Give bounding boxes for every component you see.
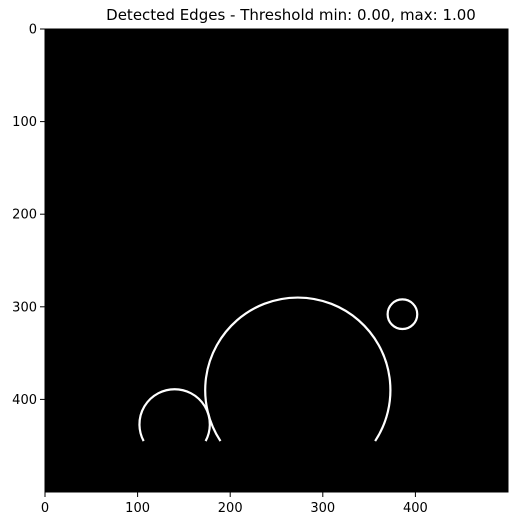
x-tick-label: 200: [218, 501, 243, 516]
plot-area: [44, 28, 509, 493]
y-tick-label: 300: [12, 300, 37, 315]
y-tick-label: 100: [12, 115, 37, 130]
y-tick-label: 0: [29, 23, 37, 38]
plot-frame: [44, 28, 509, 493]
x-tick-label: 400: [403, 501, 428, 516]
large-circle-edge: [204, 296, 392, 442]
x-tick-label: 300: [310, 501, 335, 516]
left-circle-edge: [138, 388, 211, 442]
image-background: [45, 29, 508, 492]
y-tick-label: 200: [12, 208, 37, 223]
x-axis: 0 100 200 300 400: [41, 492, 428, 516]
x-tick-label: 0: [41, 501, 49, 516]
y-tick-label: 400: [12, 393, 37, 408]
x-tick-label: 100: [125, 501, 150, 516]
chart-title: Detected Edges - Threshold min: 0.00, ma…: [106, 6, 476, 24]
small-circle-edge: [386, 298, 419, 331]
y-axis: 0 100 200 300 400: [12, 23, 45, 408]
